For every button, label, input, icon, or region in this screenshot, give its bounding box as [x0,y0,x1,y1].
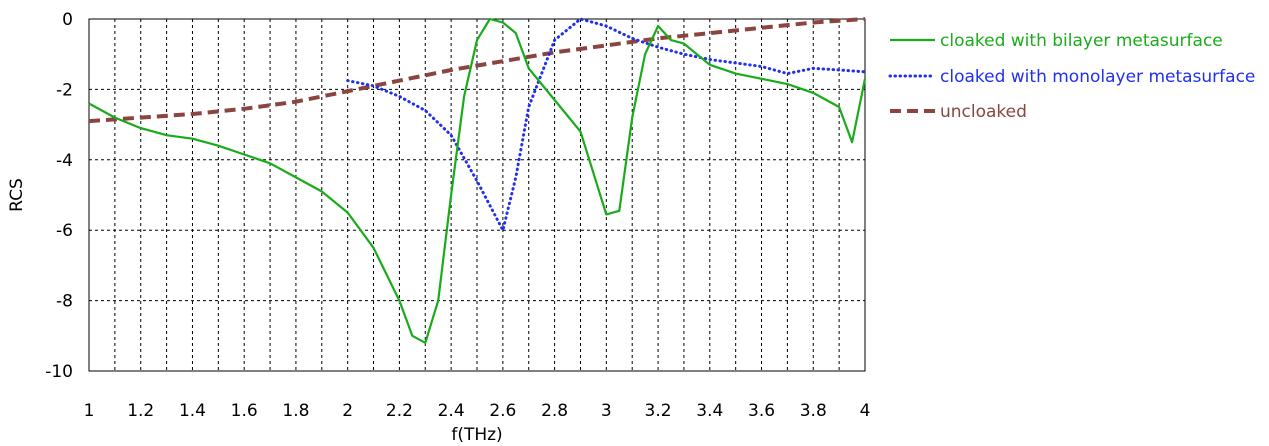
series-line-2 [88,17,866,124]
legend-label-1: cloaked with monolayer metasurface [940,67,1255,87]
x-tick-label: 3.8 [800,401,827,421]
y-tick-label: 0 [62,10,73,30]
x-tick-label: 1.4 [179,401,206,421]
y-tick-labels: 0 -2 -4 -6 -8 -10 [45,10,73,382]
x-axis-label: f(THz) [451,425,502,445]
x-tick-label: 2.2 [386,401,413,421]
legend-label-2: uncloaked [940,102,1027,122]
x-tick-label: 2.6 [489,401,516,421]
x-tick-label: 4 [860,401,871,421]
y-tick-label: -2 [56,80,73,100]
x-tick-labels: 1 1.2 1.4 1.6 1.8 2 2.2 2.4 2.6 2.8 3 3.2 3.4 3.6 3.8 4 [84,401,871,421]
series-layer [88,17,867,344]
plot-frame [88,18,866,372]
x-tick-label: 1.8 [282,401,309,421]
y-tick-label: -4 [56,151,73,171]
x-tick-label: 1 [84,401,95,421]
x-tick-label: 2.8 [541,401,568,421]
x-tick-label: 2 [342,401,353,421]
y-tick-label: -6 [56,221,73,241]
x-tick-label: 2.4 [438,401,465,421]
y-axis-label: RCS [7,178,27,212]
legend: cloaked with bilayer metasurface cloaked … [888,31,1255,122]
series-line-0 [88,17,867,344]
x-tick-label: 1.6 [231,401,258,421]
grid-lines [89,19,865,371]
y-tick-label: -8 [56,292,73,312]
x-tick-label: 1.2 [127,401,154,421]
legend-label-0: cloaked with bilayer metasurface [940,31,1223,51]
x-tick-label: 3 [601,401,612,421]
x-tick-label: 3.4 [696,401,723,421]
y-tick-label: -10 [45,362,73,382]
x-tick-label: 3.2 [645,401,672,421]
x-tick-label: 3.6 [748,401,775,421]
series-line-1 [346,17,867,232]
